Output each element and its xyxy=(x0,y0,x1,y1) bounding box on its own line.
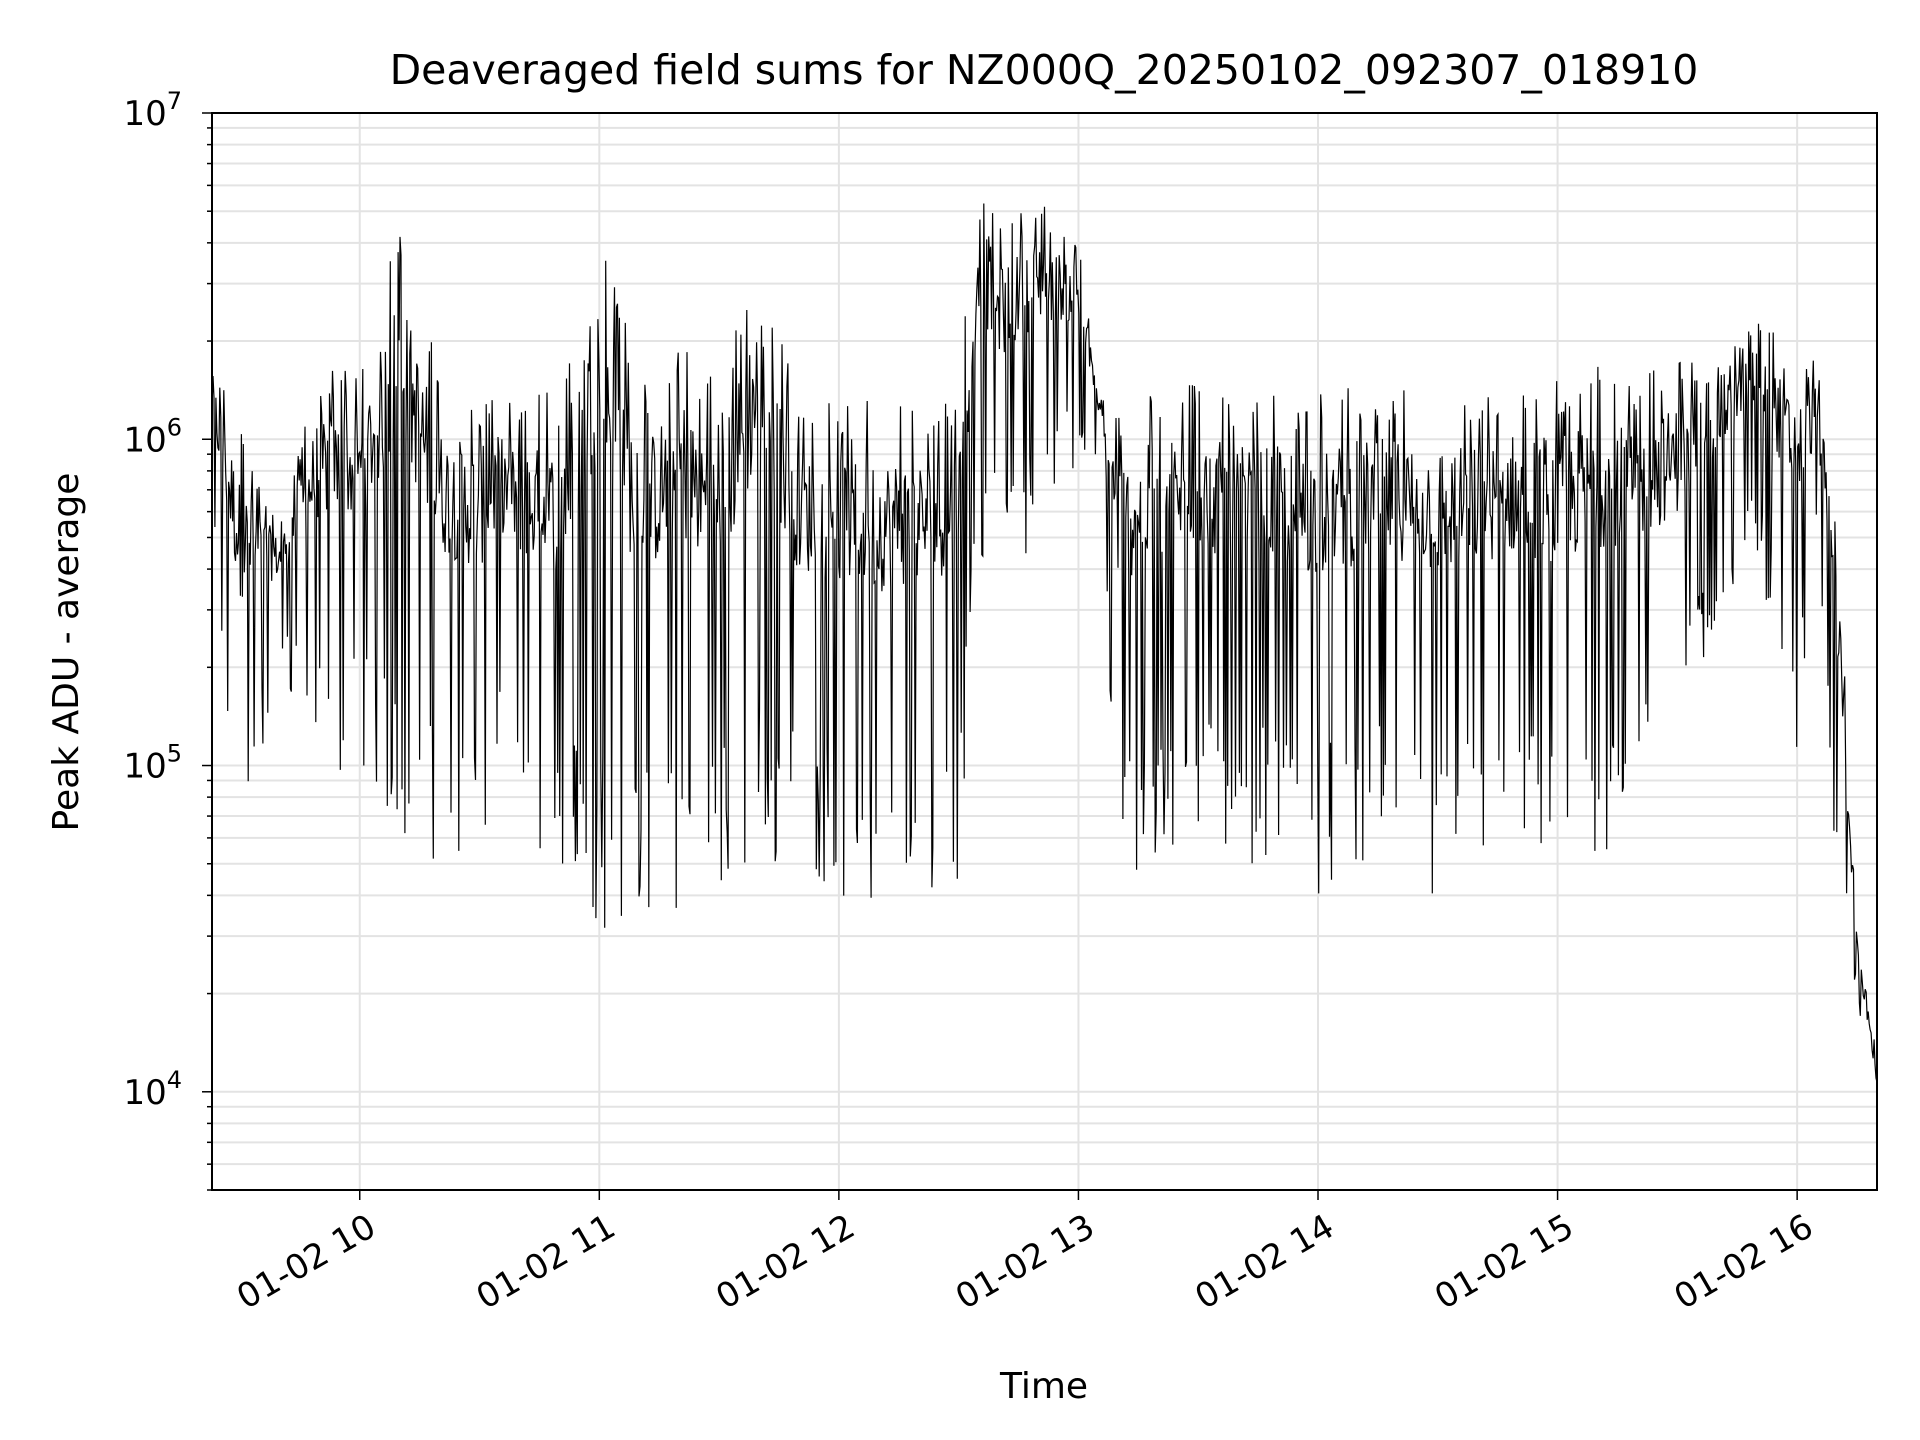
y-tick-label: 106 xyxy=(123,413,182,460)
x-tick-label: 01-02 16 xyxy=(1668,1207,1820,1318)
x-tick-label: 01-02 11 xyxy=(470,1207,622,1318)
y-tick-label: 104 xyxy=(123,1066,182,1113)
series-line xyxy=(211,203,1878,1083)
x-tick-label: 01-02 12 xyxy=(709,1207,861,1318)
plot-frame xyxy=(211,112,1878,1191)
chart-title: Deaveraged field sums for NZ000Q_2025010… xyxy=(390,46,1699,94)
x-tick-label: 01-02 15 xyxy=(1428,1207,1580,1318)
y-axis-label: Peak ADU - average xyxy=(46,473,87,832)
y-tick-label: 107 xyxy=(123,87,182,134)
y-axis: 104 105 106 107 xyxy=(123,87,212,1191)
x-axis: 01-02 10 01-02 11 01-02 12 01-02 13 01-02 14… xyxy=(230,1190,1820,1318)
x-tick-label: 01-02 10 xyxy=(230,1207,382,1318)
x-tick-label: 01-02 13 xyxy=(949,1207,1101,1318)
x-axis-label: Time xyxy=(999,1366,1088,1407)
y-tick-label: 105 xyxy=(123,740,182,787)
x-tick-label: 01-02 14 xyxy=(1189,1207,1341,1318)
grid xyxy=(212,112,1877,1191)
